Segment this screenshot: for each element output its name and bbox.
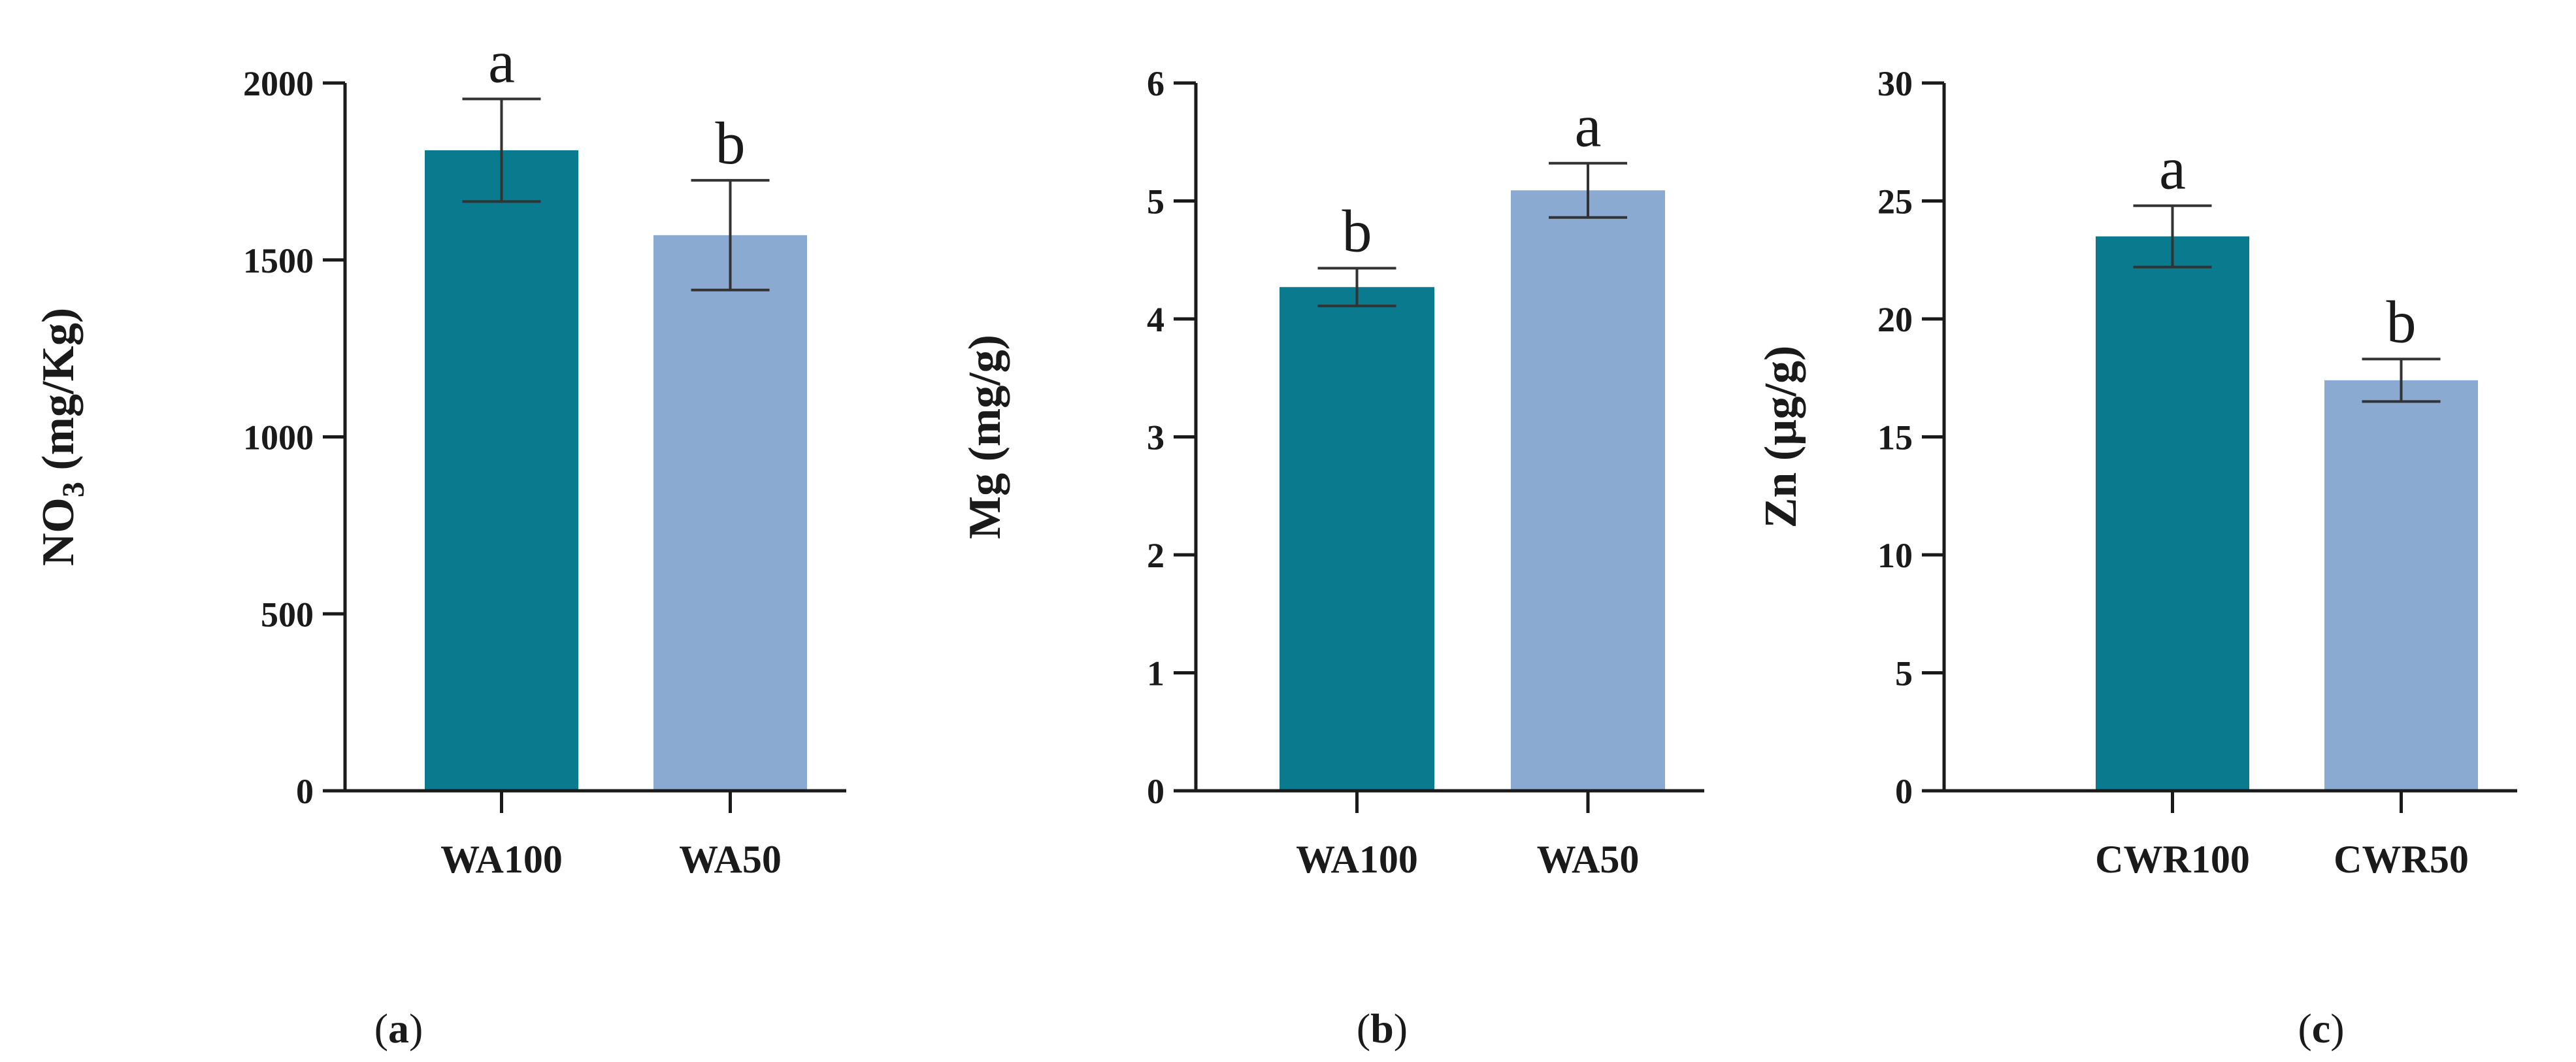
- x-tick-label: WA100: [440, 838, 563, 881]
- error-bar-cwr100: [2133, 204, 2212, 269]
- y-tick-label: 30: [1877, 64, 1913, 103]
- y-tick-label: 6: [1147, 64, 1164, 103]
- significance-letter: a: [1575, 93, 1602, 159]
- x-tick-label: WA50: [679, 838, 782, 881]
- y-tick-label: 0: [296, 772, 314, 811]
- panel-label-close: ): [1394, 1005, 1408, 1052]
- y-tick-label: 1: [1147, 654, 1164, 693]
- bar-wa100: [425, 150, 578, 791]
- panel-label-letter: a: [388, 1005, 409, 1052]
- y-axis-label: Zn (µg/g): [1756, 346, 1806, 529]
- panel-label-open: (: [374, 1005, 388, 1052]
- y-tick-label: 0: [1147, 772, 1164, 811]
- y-tick-label: 5: [1895, 654, 1913, 693]
- y-tick-label: 3: [1147, 418, 1164, 457]
- panel-label: (b): [1357, 1005, 1408, 1052]
- y-tick-label: 5: [1147, 182, 1164, 222]
- panel-label: (c): [2298, 1005, 2344, 1052]
- y-tick-label: 0: [1895, 772, 1913, 811]
- significance-letter: a: [2159, 135, 2186, 202]
- y-tick-label: 2000: [243, 64, 314, 103]
- y-tick-label: 1000: [243, 418, 314, 457]
- panel-label-open: (: [2298, 1005, 2311, 1052]
- chart-panel-c: a b 0 5 10 15 20 25 30 CWR100 CWR50 Zn (µg/g) (c): [1756, 64, 2517, 1052]
- significance-letter: b: [2386, 288, 2417, 355]
- x-tick-label: WA100: [1296, 838, 1418, 881]
- bar-cwr100: [2096, 236, 2249, 791]
- bar-cwr50: [2324, 380, 2478, 791]
- y-axis-label-subscript: 3: [56, 482, 91, 497]
- error-bar-wa100: [1317, 267, 1396, 308]
- error-bar-wa50: [691, 178, 770, 291]
- y-tick-label: 1500: [243, 241, 314, 280]
- panel-label-close: ): [2330, 1005, 2344, 1052]
- error-bar-wa100: [462, 97, 541, 203]
- y-tick-label: 25: [1877, 182, 1913, 222]
- y-tick-label: 20: [1877, 300, 1913, 339]
- y-tick-label: 4: [1147, 300, 1164, 339]
- significance-letter: b: [1342, 197, 1372, 264]
- panel-label-letter: c: [2312, 1005, 2330, 1052]
- bar-wa50: [653, 235, 807, 791]
- y-axis-label: NO3 (mg/Kg): [33, 308, 91, 566]
- y-tick-label: 500: [261, 595, 314, 634]
- significance-letter: b: [716, 110, 746, 176]
- significance-letter: a: [488, 28, 515, 95]
- error-bar-wa50: [1549, 161, 1627, 219]
- x-tick-label: WA50: [1537, 838, 1640, 881]
- panel-label: (a): [374, 1005, 423, 1052]
- bar-wa50: [1511, 190, 1665, 791]
- y-tick-label: 10: [1877, 536, 1913, 575]
- bar-wa100: [1280, 287, 1434, 791]
- panel-label-letter: b: [1370, 1005, 1394, 1052]
- x-tick-label: CWR100: [2095, 838, 2250, 881]
- y-axis-label-rest: (mg/Kg): [33, 308, 84, 482]
- error-bar-cwr50: [2362, 357, 2441, 403]
- y-axis-label: Mg (mg/g): [960, 335, 1010, 539]
- y-axis-label-main: NO: [33, 497, 84, 566]
- y-tick-label: 2: [1147, 536, 1164, 575]
- y-tick-label: 15: [1877, 418, 1913, 457]
- panel-label-open: (: [1357, 1005, 1370, 1052]
- panel-label-close: ): [409, 1005, 423, 1052]
- x-tick-label: CWR50: [2334, 838, 2469, 881]
